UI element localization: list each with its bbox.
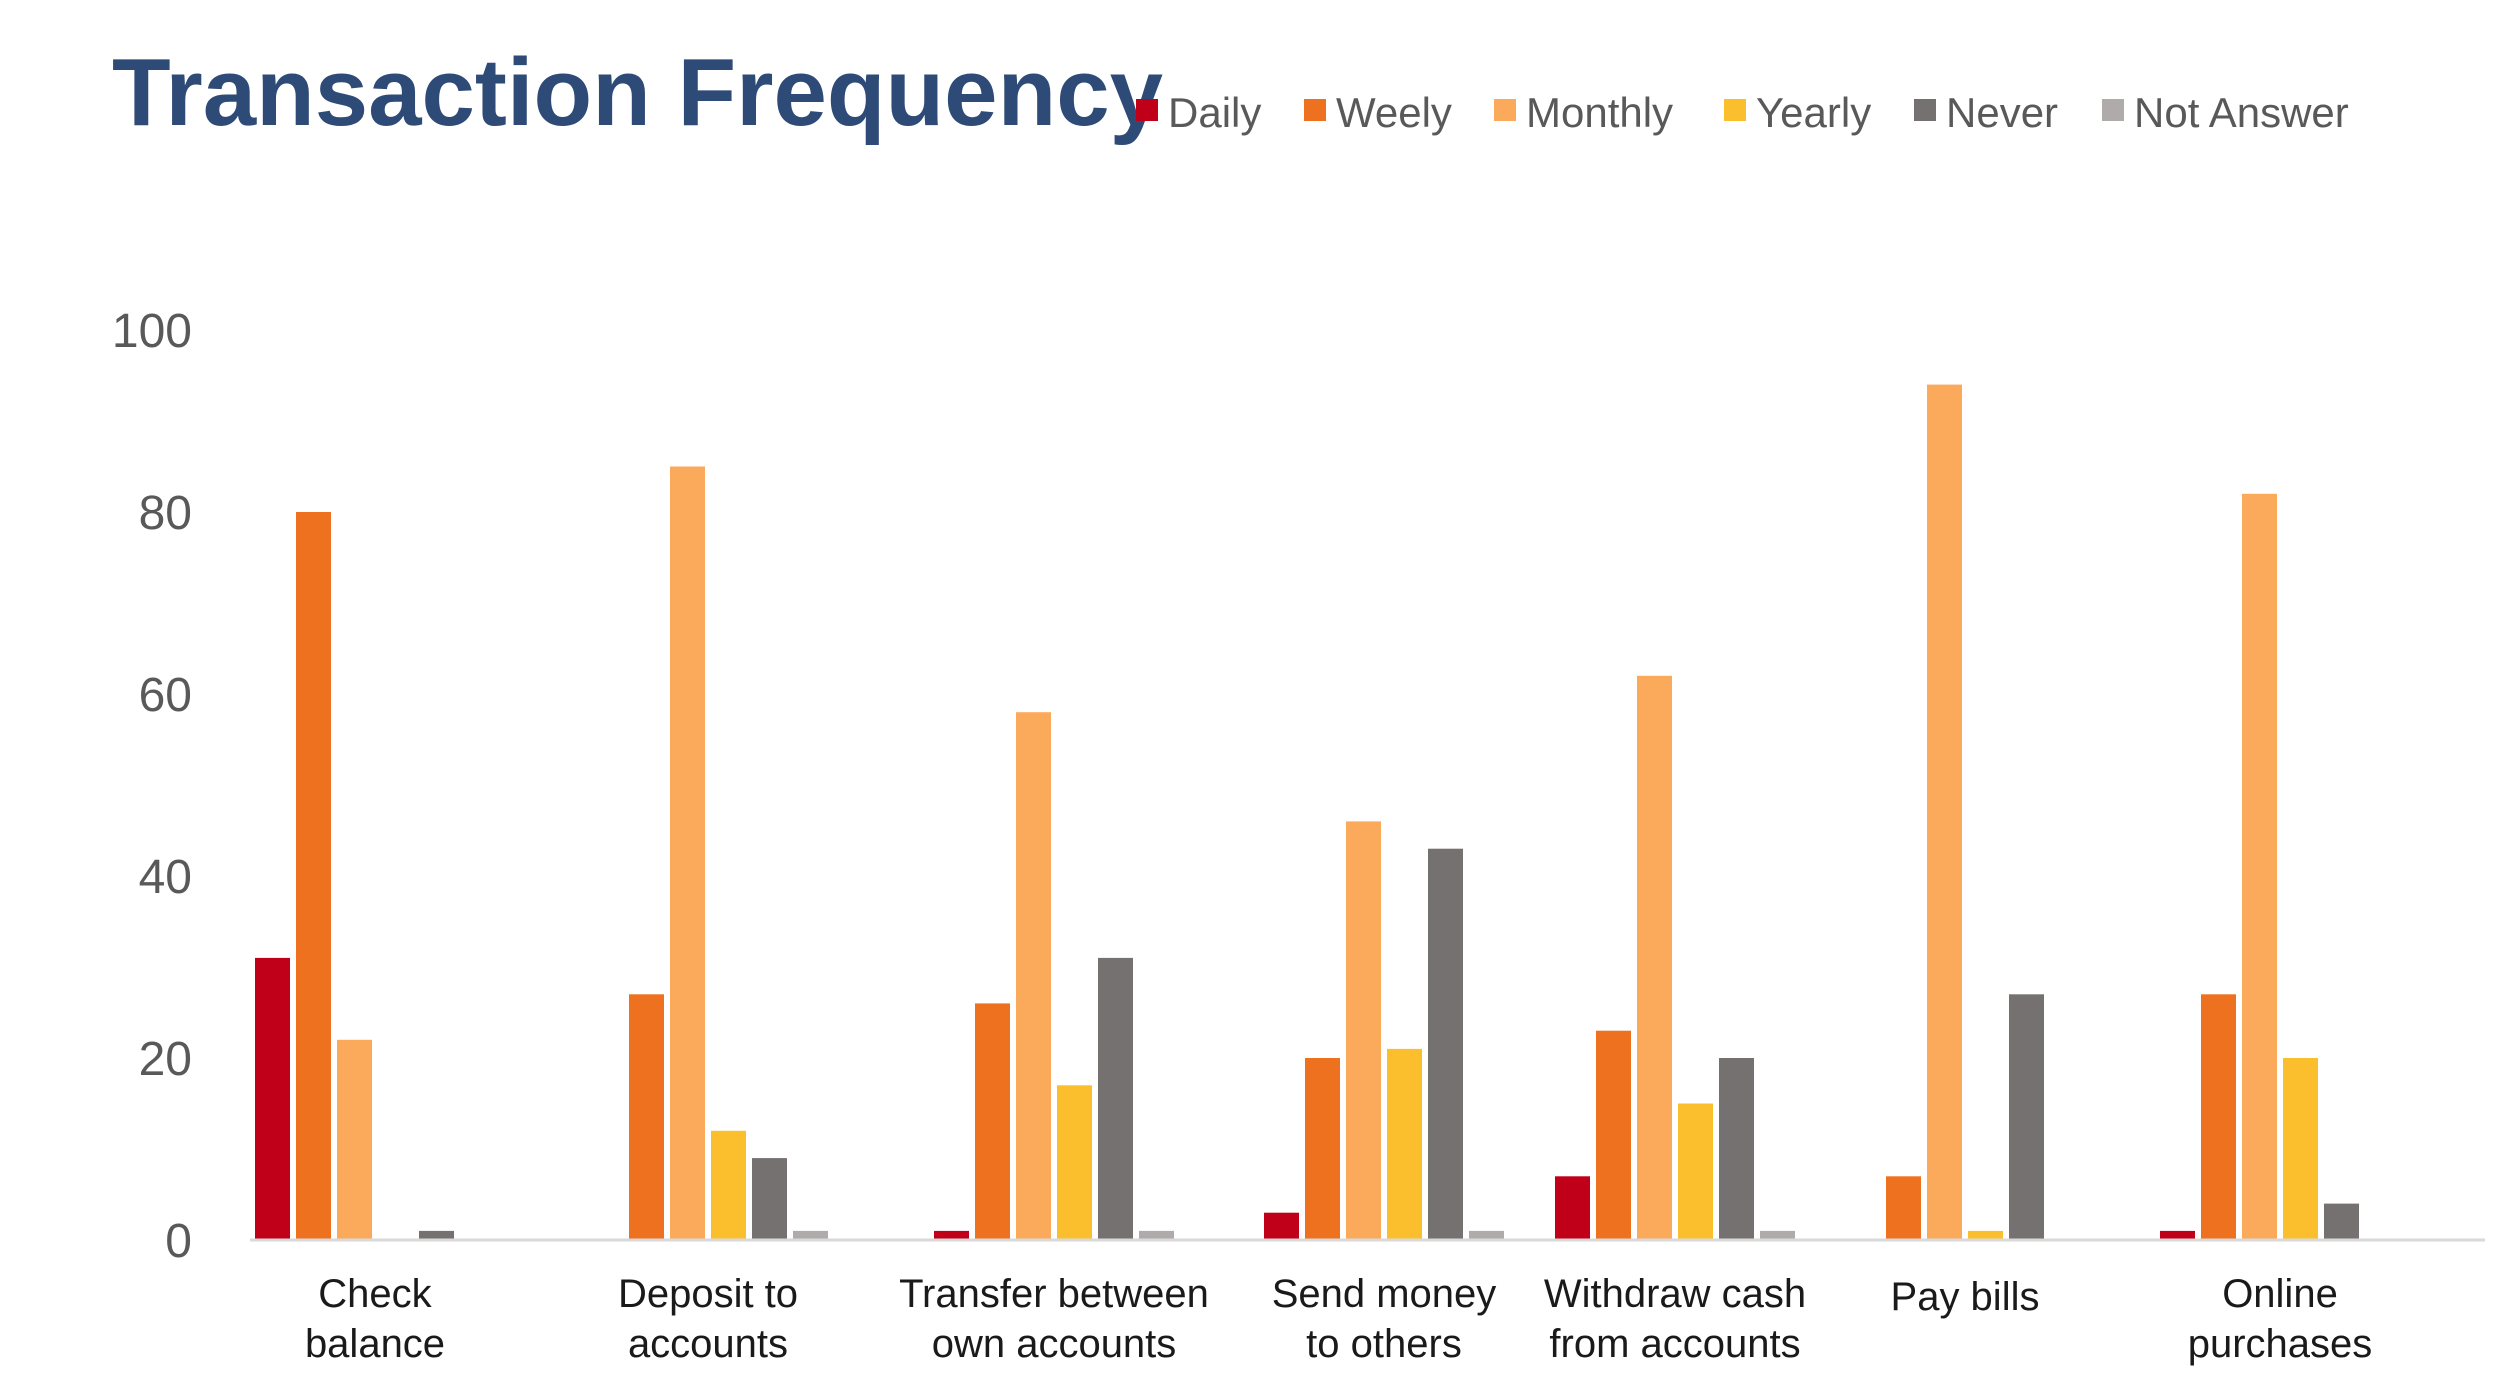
bar-never — [1719, 1058, 1754, 1240]
bar-daily — [1264, 1212, 1299, 1240]
bar-never — [752, 1158, 787, 1240]
bar-monthly — [1346, 821, 1381, 1240]
x-tick-label: balance — [305, 1322, 445, 1366]
bar-group — [629, 466, 828, 1240]
bar-yearly — [1678, 1103, 1713, 1240]
x-tick-label: accounts — [628, 1322, 788, 1366]
bar-not-answer — [1760, 1230, 1795, 1240]
bar-group — [1886, 384, 2044, 1241]
x-tick-label: to others — [1306, 1322, 1462, 1366]
y-tick-label: 20 — [139, 1033, 192, 1086]
x-tick-label: Withdraw cash — [1544, 1272, 1806, 1316]
bar-not-answer — [793, 1230, 828, 1240]
bar-yearly — [1057, 1085, 1092, 1240]
legend-swatch — [1914, 99, 1936, 121]
bar-daily — [934, 1230, 969, 1240]
x-tick-label: Send money — [1272, 1272, 1497, 1316]
legend-label: Daily — [1168, 89, 1261, 136]
bar-not-answer — [1469, 1230, 1504, 1240]
x-tick-label: Online — [2222, 1272, 2338, 1316]
bar-weely — [2201, 994, 2236, 1240]
x-tick-label: purchases — [2188, 1322, 2373, 1366]
legend-swatch — [1304, 99, 1326, 121]
x-tick-label: Transfer between — [899, 1272, 1209, 1316]
x-tick-label: Check — [318, 1272, 432, 1316]
bar-daily — [2160, 1230, 2195, 1240]
legend-label: Weely — [1336, 89, 1452, 136]
x-tick-label: Pay bills — [1891, 1275, 2040, 1319]
legend-item: Never — [1914, 89, 2058, 136]
bar-daily — [255, 957, 290, 1240]
bar-monthly — [1927, 384, 1962, 1241]
chart-title: Transaction Frequency — [112, 39, 1163, 146]
bar-weely — [296, 512, 331, 1240]
y-tick-label: 40 — [139, 851, 192, 904]
bar-yearly — [1387, 1048, 1422, 1240]
bar-monthly — [670, 466, 705, 1240]
bar-yearly — [1968, 1230, 2003, 1240]
bar-weely — [1886, 1176, 1921, 1240]
x-axis: Check balance Deposit to accounts Transfer b… — [305, 1272, 2372, 1366]
legend-item: Yearly — [1724, 89, 1871, 136]
y-axis: 0 20 40 60 80 100 — [112, 305, 192, 1268]
bar-group — [1264, 821, 1504, 1240]
bar-monthly — [337, 1039, 372, 1240]
y-tick-label: 60 — [139, 669, 192, 722]
legend-swatch — [2102, 99, 2124, 121]
legend-label: Monthly — [1526, 89, 1673, 136]
bar-never — [2324, 1203, 2359, 1240]
bar-group — [1555, 675, 1795, 1240]
legend-item: Not Answer — [2102, 89, 2349, 136]
bar-never — [2009, 994, 2044, 1240]
bar-group — [2160, 493, 2359, 1240]
bar-monthly — [1637, 675, 1672, 1240]
x-tick-label: own accounts — [932, 1322, 1177, 1366]
bar-weely — [1596, 1030, 1631, 1240]
bar-never — [419, 1230, 454, 1240]
bar-weely — [629, 994, 664, 1240]
bar-monthly — [1016, 712, 1051, 1240]
bar-group — [255, 512, 454, 1240]
bars — [255, 384, 2359, 1241]
legend-item: Daily — [1136, 89, 1261, 136]
bar-yearly — [2283, 1058, 2318, 1240]
bar-weely — [1305, 1058, 1340, 1240]
y-tick-label: 0 — [165, 1215, 192, 1268]
x-tick-label: Deposit to — [618, 1272, 798, 1316]
bar-group — [934, 712, 1174, 1240]
legend-label: Not Answer — [2134, 89, 2349, 136]
y-tick-label: 80 — [139, 487, 192, 540]
bar-never — [1428, 848, 1463, 1240]
legend-swatch — [1136, 99, 1158, 121]
bar-weely — [975, 1003, 1010, 1240]
legend-label: Never — [1946, 89, 2058, 136]
bar-yearly — [711, 1130, 746, 1240]
legend: Daily Weely Monthly Yearly Never Not Answer — [1136, 89, 2349, 136]
legend-item: Monthly — [1494, 89, 1673, 136]
legend-swatch — [1494, 99, 1516, 121]
legend-swatch — [1724, 99, 1746, 121]
y-tick-label: 100 — [112, 305, 192, 358]
bar-never — [1098, 957, 1133, 1240]
legend-item: Weely — [1304, 89, 1452, 136]
x-tick-label: from accounts — [1549, 1322, 1800, 1366]
bar-monthly — [2242, 493, 2277, 1240]
bar-not-answer — [1139, 1230, 1174, 1240]
bar-daily — [1555, 1176, 1590, 1240]
legend-label: Yearly — [1756, 89, 1871, 136]
